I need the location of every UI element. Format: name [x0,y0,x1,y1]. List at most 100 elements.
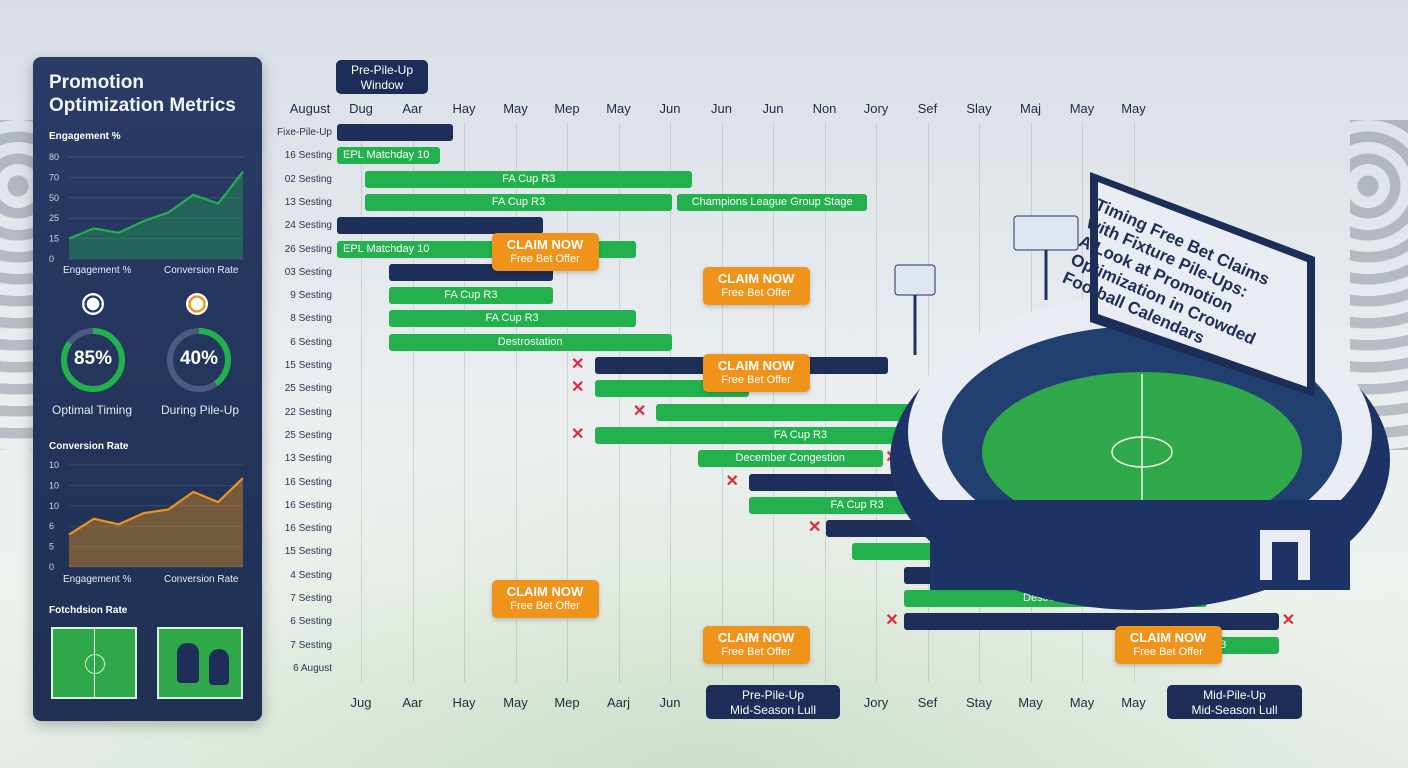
month-top-11: Sef [917,101,938,116]
fixture-bar-10: Destrostation [388,333,672,351]
row-label-21: 6 Sesting [290,616,332,628]
month-top-15: May [1121,101,1146,116]
claim-subtitle: Free Bet Offer [721,646,791,659]
claim-now-button[interactable]: CLAIM NOW Free Bet Offer [702,626,810,665]
row-label-13: 25 Sesting [284,429,332,441]
series-line [68,170,244,240]
claim-now-button[interactable]: CLAIM NOW Free Bet Offer [491,579,599,618]
row-label-7: 9 Sesting [290,290,332,302]
claim-now-button[interactable]: CLAIM NOW Free Bet Offer [702,353,810,392]
fixture-bar-1: EPL Matchday 10 [337,147,440,165]
claim-now-button[interactable]: CLAIM NOW Free Bet Offer [491,232,599,271]
row-label-15: 16 Sesting [284,476,332,488]
ytick: 50 [49,193,59,203]
tag-br-line1: Mid-Pile-Up [1203,688,1266,702]
chart2-xlabel-1: Engagement % [63,574,132,585]
area-fill [69,477,243,567]
ytick: 70 [49,172,59,182]
month-top-9: Non [812,101,837,116]
month-bottom-6: Jun [659,695,681,710]
row-label-5: 26 Sesting [284,243,332,255]
month-top-4: Mep [554,101,580,116]
row-label-1: 16 Sesting [284,150,332,162]
row-label-17: 16 Sesting [284,523,332,535]
ytick: 10 [49,460,59,470]
tag-bottom-left: Pre-Pile-Up Mid-Season Lull [706,685,840,719]
grid-line [824,122,826,682]
gauge-optimal-timing: 85% [59,326,127,394]
players-thumbnail [157,627,243,699]
month-bottom-0: Jug [350,695,372,710]
claim-title: CLAIM NOW [717,630,795,646]
ytick: 0 [49,254,54,264]
row-label-9: 6 Sesting [290,336,332,348]
conflict-x-icon: ✕ [571,356,585,373]
conflict-x-icon: ✕ [725,472,739,490]
month-bottom-10: Jory [863,695,889,710]
conversion-title: Conversion Rate [49,441,129,452]
month-bottom-2: Hay [452,695,476,710]
month-top-1: Aar [402,101,423,116]
ytick: 10 [49,480,59,490]
soccer-ball-orange-icon [186,293,208,315]
month-top-3: May [503,101,528,116]
month-top-6: Jun [659,101,681,116]
claim-now-button[interactable]: CLAIM NOW Free Bet Offer [1114,626,1222,665]
engagement-title: Engagement % [49,131,121,142]
row-label-23: 6 August [293,662,332,674]
month-top-8: Jun [762,101,784,116]
row-label-19: 4 Sesting [290,569,332,581]
month-bottom-15: May [1121,695,1146,710]
tag-br-line2: Mid-Season Lull [1191,703,1278,717]
soccer-ball-icon [82,293,104,315]
tag-pre-pileup-window: Pre-Pile-Up Window [336,60,428,94]
row-label-2: 02 Sesting [284,173,332,185]
panel-title: Promotion Optimization Metrics [49,72,236,116]
gauge-value-1: 85% [73,348,113,369]
row-label-8: 8 Sesting [290,313,332,325]
chart1-xlabel-1: Engagement % [63,265,132,276]
conflict-x-icon: ✕ [807,519,822,537]
row-label-18: 15 Sesting [284,546,332,558]
grid-line [515,122,517,682]
conversion-chart: 10 10 10 6 5 0 [49,460,244,572]
grid-line [567,122,568,682]
fixture-bar-24 [903,613,1280,631]
ytick: 5 [49,542,54,552]
fixture-bar-9: FA Cup R3 [388,310,636,328]
row-label-14: 13 Sesting [284,453,332,465]
claim-subtitle: Free Bet Offer [1133,646,1203,659]
row-label-20: 7 Sesting [290,593,332,604]
claim-title: CLAIM NOW [506,583,584,599]
grid-line [464,122,465,682]
fixture-bar-2: FA Cup R3 [365,170,693,188]
row-label-0: Fixe-Pile-Up [276,127,332,138]
ytick: 25 [49,213,59,223]
month-top-12: Slay [966,101,992,116]
month-bottom-5: Aarj [606,695,631,710]
month-top-7: Jun [711,101,732,116]
month-top-10: Jory [863,101,889,116]
tag-bl-line2: Mid-Season Lull [729,703,817,717]
claim-subtitle: Free Bet Offer [510,252,580,265]
claim-title: CLAIM NOW [506,236,584,252]
fixture-bar-8: FA Cup R3 [388,287,554,305]
row-label-11: 25 Sesting [284,383,332,395]
conflict-x-icon: ✕ [1281,612,1296,630]
claim-title: CLAIM NOW [717,357,795,373]
grid-line [618,122,620,682]
chart2-xlabel-2: Conversion Rate [164,574,239,585]
fixture-bar-15: December Congestion [697,450,883,468]
series-line [68,477,244,536]
row-label-12: 22 Sesting [284,406,332,418]
claim-subtitle: Free Bet Offer [721,373,791,386]
month-bottom-4: Mep [554,695,580,710]
conflict-x-icon: ✕ [632,402,647,420]
ytick: 80 [49,152,59,162]
month-bottom-13: May [1018,695,1043,710]
month-top-2: Hay [452,101,476,116]
engagement-chart: 80 70 50 25 15 0 [49,152,244,264]
tag-bl-line1: Pre-Pile-Up [741,688,804,702]
fixture-bar-13 [656,403,966,421]
claim-now-button[interactable]: CLAIM NOW Free Bet Offer [702,267,810,306]
